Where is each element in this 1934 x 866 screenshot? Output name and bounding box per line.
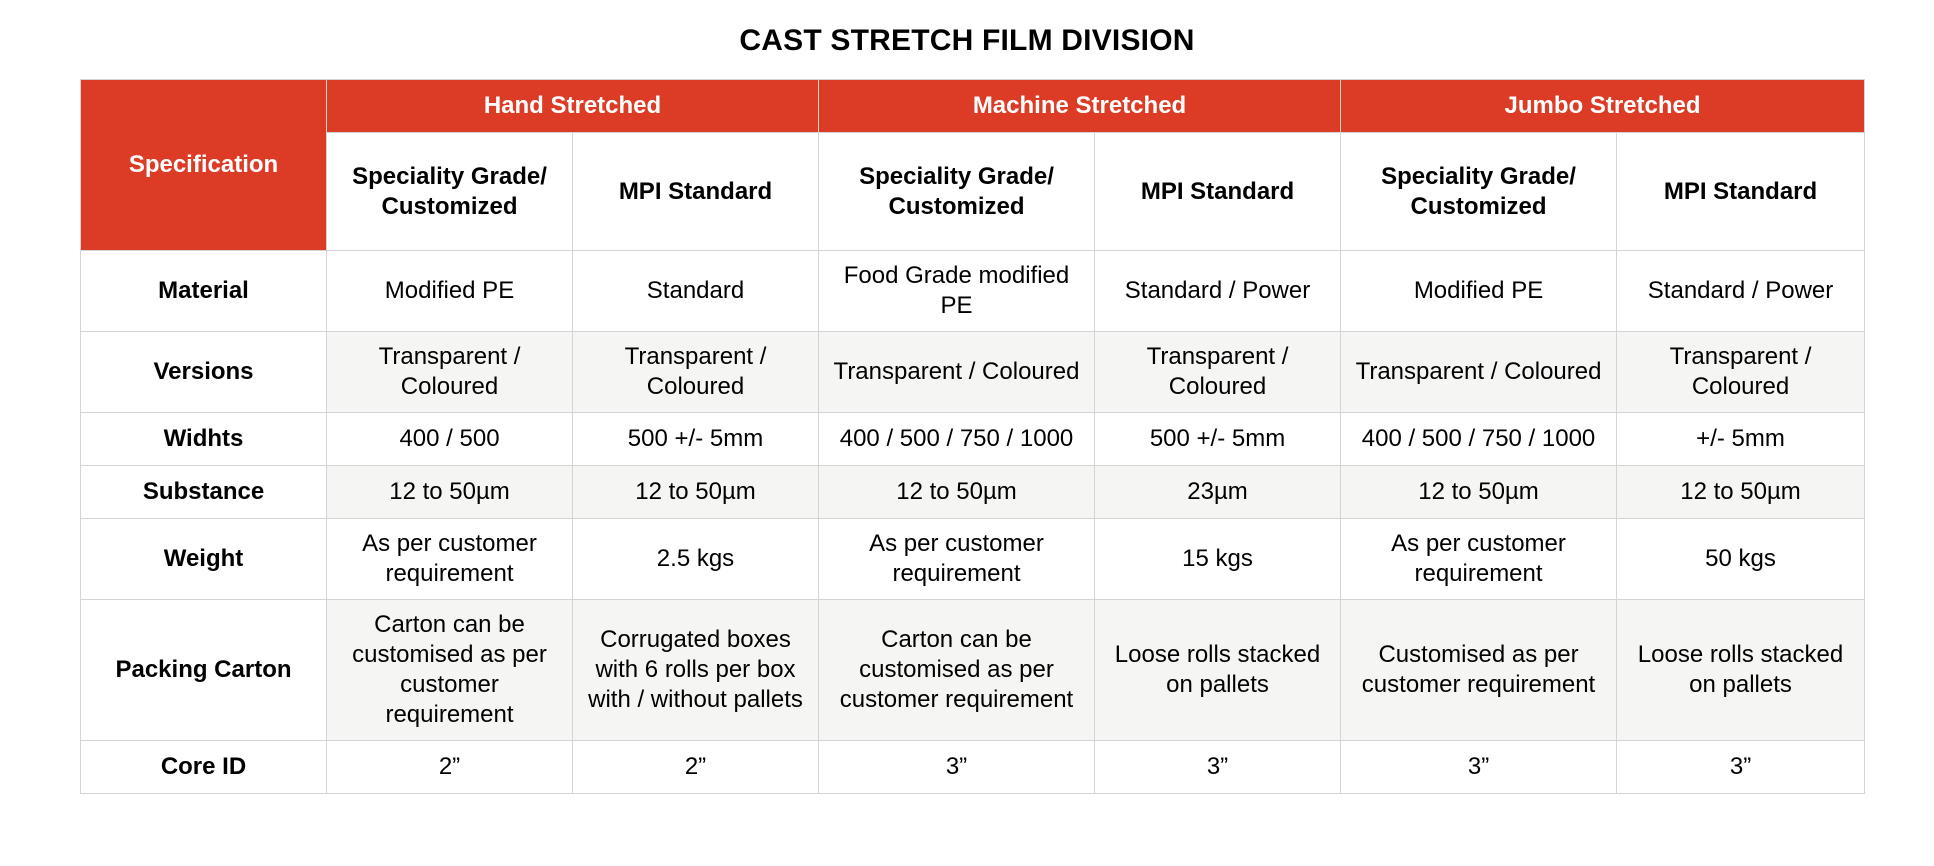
table-cell: 3” [818, 740, 1095, 794]
table-cell: 400 / 500 [326, 412, 573, 466]
table-row-weight: Weight As per customer requirement 2.5 k… [80, 518, 1866, 600]
table-cell: Transparent / Coloured [1093, 331, 1342, 413]
table-cell: Transparent / Coloured [572, 331, 819, 413]
table-cell: 50 kgs [1616, 518, 1866, 600]
table-cell: As per customer requirement [818, 518, 1095, 600]
table-cell: 500 +/- 5mm [1093, 412, 1342, 466]
table-cell: 12 to 50µm [326, 465, 573, 519]
table-cell: Modified PE [1340, 250, 1618, 332]
table-cell: Customised as per customer requirement [1340, 599, 1618, 741]
table-cell: 23µm [1093, 465, 1342, 519]
row-label: Core ID [80, 740, 327, 794]
sub-header-hand-speciality: Speciality Grade/ Customized [326, 132, 573, 251]
row-label: Substance [80, 465, 327, 519]
table-cell: 12 to 50µm [1616, 465, 1866, 519]
row-label: Weight [80, 518, 327, 600]
row-label: Packing Carton [80, 599, 327, 741]
table-cell: 2” [326, 740, 573, 794]
table-cell: 15 kgs [1093, 518, 1342, 600]
table-cell: 3” [1340, 740, 1618, 794]
table-cell: Food Grade modified PE [818, 250, 1095, 332]
table-row-material: Material Modified PE Standard Food Grade… [80, 250, 1866, 332]
table-cell: 400 / 500 / 750 / 1000 [1340, 412, 1618, 466]
table-cell: Transparent / Coloured [1616, 331, 1866, 413]
table-row-core-id: Core ID 2” 2” 3” 3” 3” 3” [80, 740, 1866, 794]
group-header-hand-stretched: Hand Stretched [326, 79, 819, 133]
table-cell: 500 +/- 5mm [572, 412, 819, 466]
table-cell: 3” [1093, 740, 1342, 794]
table-cell: Transparent / Coloured [1340, 331, 1618, 413]
sub-header-jumbo-speciality: Speciality Grade/ Customized [1340, 132, 1618, 251]
specification-header: Specification [80, 79, 327, 251]
group-header-machine-stretched: Machine Stretched [817, 79, 1342, 133]
table-cell: 12 to 50µm [572, 465, 819, 519]
table-cell: 2” [572, 740, 819, 794]
table-cell: 400 / 500 / 750 / 1000 [818, 412, 1095, 466]
table-cell: Loose rolls stacked on pallets [1616, 599, 1866, 741]
table-cell: 2.5 kgs [572, 518, 819, 600]
sub-header-machine-mpi: MPI Standard [1093, 132, 1342, 251]
table-row-packing-carton: Packing Carton Carton can be customised … [80, 599, 1866, 741]
table-cell: 12 to 50µm [818, 465, 1095, 519]
table-cell: Carton can be customised as per customer… [326, 599, 573, 741]
sub-header-jumbo-mpi: MPI Standard [1616, 132, 1866, 251]
table-cell: Loose rolls stacked on pallets [1093, 599, 1342, 741]
specification-table: Specification Hand Stretched Machine Str… [80, 79, 1866, 794]
table-row-substance: Substance 12 to 50µm 12 to 50µm 12 to 50… [80, 465, 1866, 519]
table-row-widths: Widhts 400 / 500 500 +/- 5mm 400 / 500 /… [80, 412, 1866, 466]
sub-header-machine-speciality: Speciality Grade/ Customized [818, 132, 1095, 251]
table-cell: Modified PE [326, 250, 573, 332]
row-label: Versions [80, 331, 327, 413]
table-cell: 12 to 50µm [1340, 465, 1618, 519]
table-cell: Corrugated boxes with 6 rolls per box wi… [572, 599, 819, 741]
table-cell: Standard [572, 250, 819, 332]
table-row-versions: Versions Transparent / Coloured Transpar… [80, 331, 1866, 413]
page-title: CAST STRETCH FILM DIVISION [739, 24, 1195, 57]
table-cell: Standard / Power [1616, 250, 1866, 332]
table-cell: As per customer requirement [326, 518, 573, 600]
row-label: Widhts [80, 412, 327, 466]
table-cell: +/- 5mm [1616, 412, 1866, 466]
table-cell: Standard / Power [1093, 250, 1342, 332]
group-header-row: Specification Hand Stretched Machine Str… [80, 79, 1866, 251]
row-label: Material [80, 250, 327, 332]
table-cell: 3” [1616, 740, 1866, 794]
table-cell: Carton can be customised as per customer… [818, 599, 1095, 741]
table-cell: Transparent / Coloured [818, 331, 1095, 413]
sub-header-row: Speciality Grade/ Customized MPI Standar… [81, 132, 1866, 251]
table-cell: Transparent / Coloured [326, 331, 573, 413]
table-cell: As per customer requirement [1340, 518, 1618, 600]
group-header-jumbo-stretched: Jumbo Stretched [1340, 79, 1866, 133]
sub-header-hand-mpi: MPI Standard [572, 132, 819, 251]
